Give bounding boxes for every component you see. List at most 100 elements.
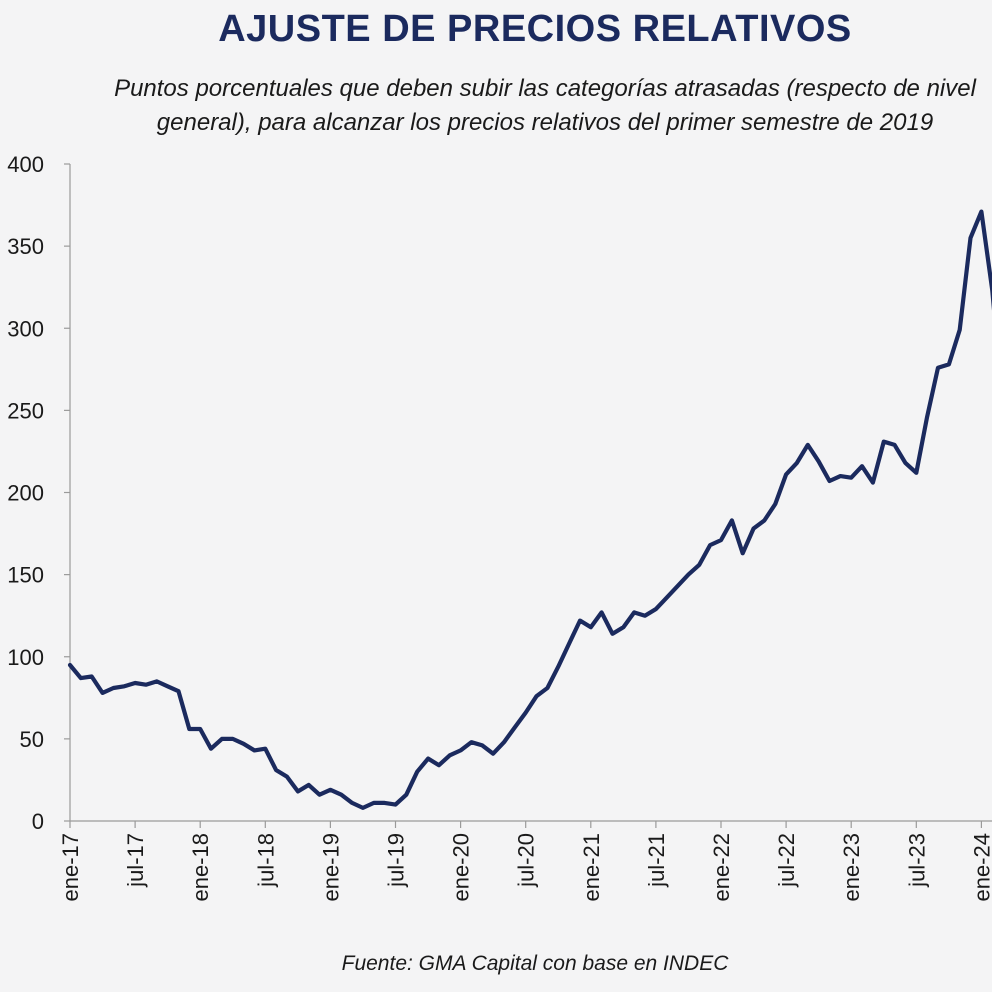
- data-point: [937, 366, 939, 369]
- data-point: [676, 585, 679, 587]
- data-point: [438, 764, 440, 766]
- data-point: [210, 747, 212, 750]
- data-point: [177, 690, 180, 693]
- data-point: [785, 473, 787, 476]
- data-point: [893, 444, 896, 446]
- data-point: [535, 695, 538, 697]
- series-line: [67, 209, 992, 811]
- data-point: [405, 793, 408, 796]
- data-point: [861, 465, 863, 468]
- data-point: [470, 741, 473, 743]
- data-point: [655, 608, 657, 610]
- y-tick-label: 350: [7, 234, 44, 259]
- data-point: [926, 416, 928, 418]
- x-tick-label: jul-20: [514, 833, 539, 888]
- data-point: [590, 626, 592, 628]
- x-tick-label: jul-23: [904, 833, 929, 888]
- data-point: [752, 527, 755, 530]
- y-tick-label: 250: [7, 398, 44, 423]
- data-point: [69, 664, 71, 666]
- data-point: [980, 210, 983, 213]
- data-point: [969, 237, 972, 239]
- data-point: [156, 680, 158, 683]
- x-tick-label: jul-17: [123, 833, 148, 888]
- data-point: [123, 685, 126, 688]
- data-point: [373, 802, 375, 804]
- x-tick-label: ene-18: [188, 833, 213, 902]
- data-point: [383, 802, 386, 804]
- x-tick-label: ene-17: [58, 833, 83, 902]
- x-tick-label: ene-24: [969, 833, 992, 902]
- data-point: [557, 665, 560, 668]
- data-point: [145, 683, 147, 686]
- y-tick-label: 50: [20, 727, 44, 752]
- data-point: [340, 793, 343, 796]
- data-point: [481, 744, 484, 747]
- data-point: [579, 619, 581, 622]
- data-point: [221, 738, 223, 740]
- data-point: [416, 770, 419, 773]
- data-point: [166, 685, 169, 688]
- y-tick-label: 100: [7, 645, 44, 670]
- data-point: [698, 563, 701, 566]
- data-point: [297, 790, 299, 793]
- data-point: [741, 552, 744, 555]
- x-tick-label: ene-21: [579, 833, 604, 902]
- y-tick-label: 150: [7, 563, 44, 588]
- data-point: [101, 692, 104, 694]
- y-tick-label: 400: [7, 152, 44, 177]
- x-tick-label: ene-19: [318, 833, 343, 902]
- data-point: [807, 444, 809, 446]
- data-point: [514, 726, 516, 729]
- data-point: [459, 749, 462, 752]
- data-point: [644, 614, 646, 617]
- data-point: [264, 747, 267, 750]
- data-point: [329, 788, 332, 791]
- data-point: [720, 539, 722, 541]
- data-point: [188, 728, 191, 730]
- data-point: [253, 749, 256, 752]
- data-point: [665, 596, 668, 599]
- x-tick-label: ene-23: [839, 833, 864, 902]
- data-point: [796, 462, 798, 464]
- data-point: [242, 743, 245, 745]
- data-point: [318, 793, 321, 796]
- data-point: [958, 329, 961, 331]
- x-tick-label: jul-18: [253, 833, 278, 888]
- x-tick-label: jul-19: [384, 833, 409, 888]
- y-tick-label: 200: [7, 481, 44, 506]
- data-point: [546, 687, 549, 689]
- data-point: [839, 475, 842, 477]
- chart-title: AJUSTE DE PRECIOS RELATIVOS: [218, 8, 852, 50]
- data-point: [199, 728, 201, 730]
- chart-source: Fuente: GMA Capital con base en INDEC: [341, 952, 729, 975]
- data-point: [231, 738, 234, 740]
- data-point: [731, 519, 733, 522]
- data-point: [568, 642, 570, 645]
- data-point: [611, 632, 614, 635]
- data-point: [427, 757, 429, 760]
- y-tick-label: 300: [7, 316, 44, 341]
- data-point: [622, 626, 625, 628]
- data-point: [448, 754, 451, 757]
- subtitle-line-2: general), para alcanzar los precios rela…: [156, 109, 934, 136]
- data-point: [763, 519, 766, 522]
- chart-subtitle: Puntos porcentuales que deben subir las …: [40, 72, 992, 140]
- data-point: [904, 462, 907, 464]
- y-tick-label: 0: [32, 809, 44, 834]
- data-point: [307, 784, 310, 786]
- data-point: [774, 503, 777, 505]
- data-point: [112, 687, 115, 689]
- x-tick-label: ene-20: [449, 833, 474, 902]
- data-point: [275, 769, 277, 771]
- data-point: [394, 803, 397, 806]
- data-point: [503, 741, 505, 743]
- data-point: [633, 611, 635, 614]
- data-point: [709, 544, 711, 546]
- data-point: [134, 682, 136, 684]
- data-point: [817, 460, 820, 463]
- data-point: [948, 363, 950, 366]
- data-point: [872, 481, 874, 484]
- data-point: [687, 573, 690, 576]
